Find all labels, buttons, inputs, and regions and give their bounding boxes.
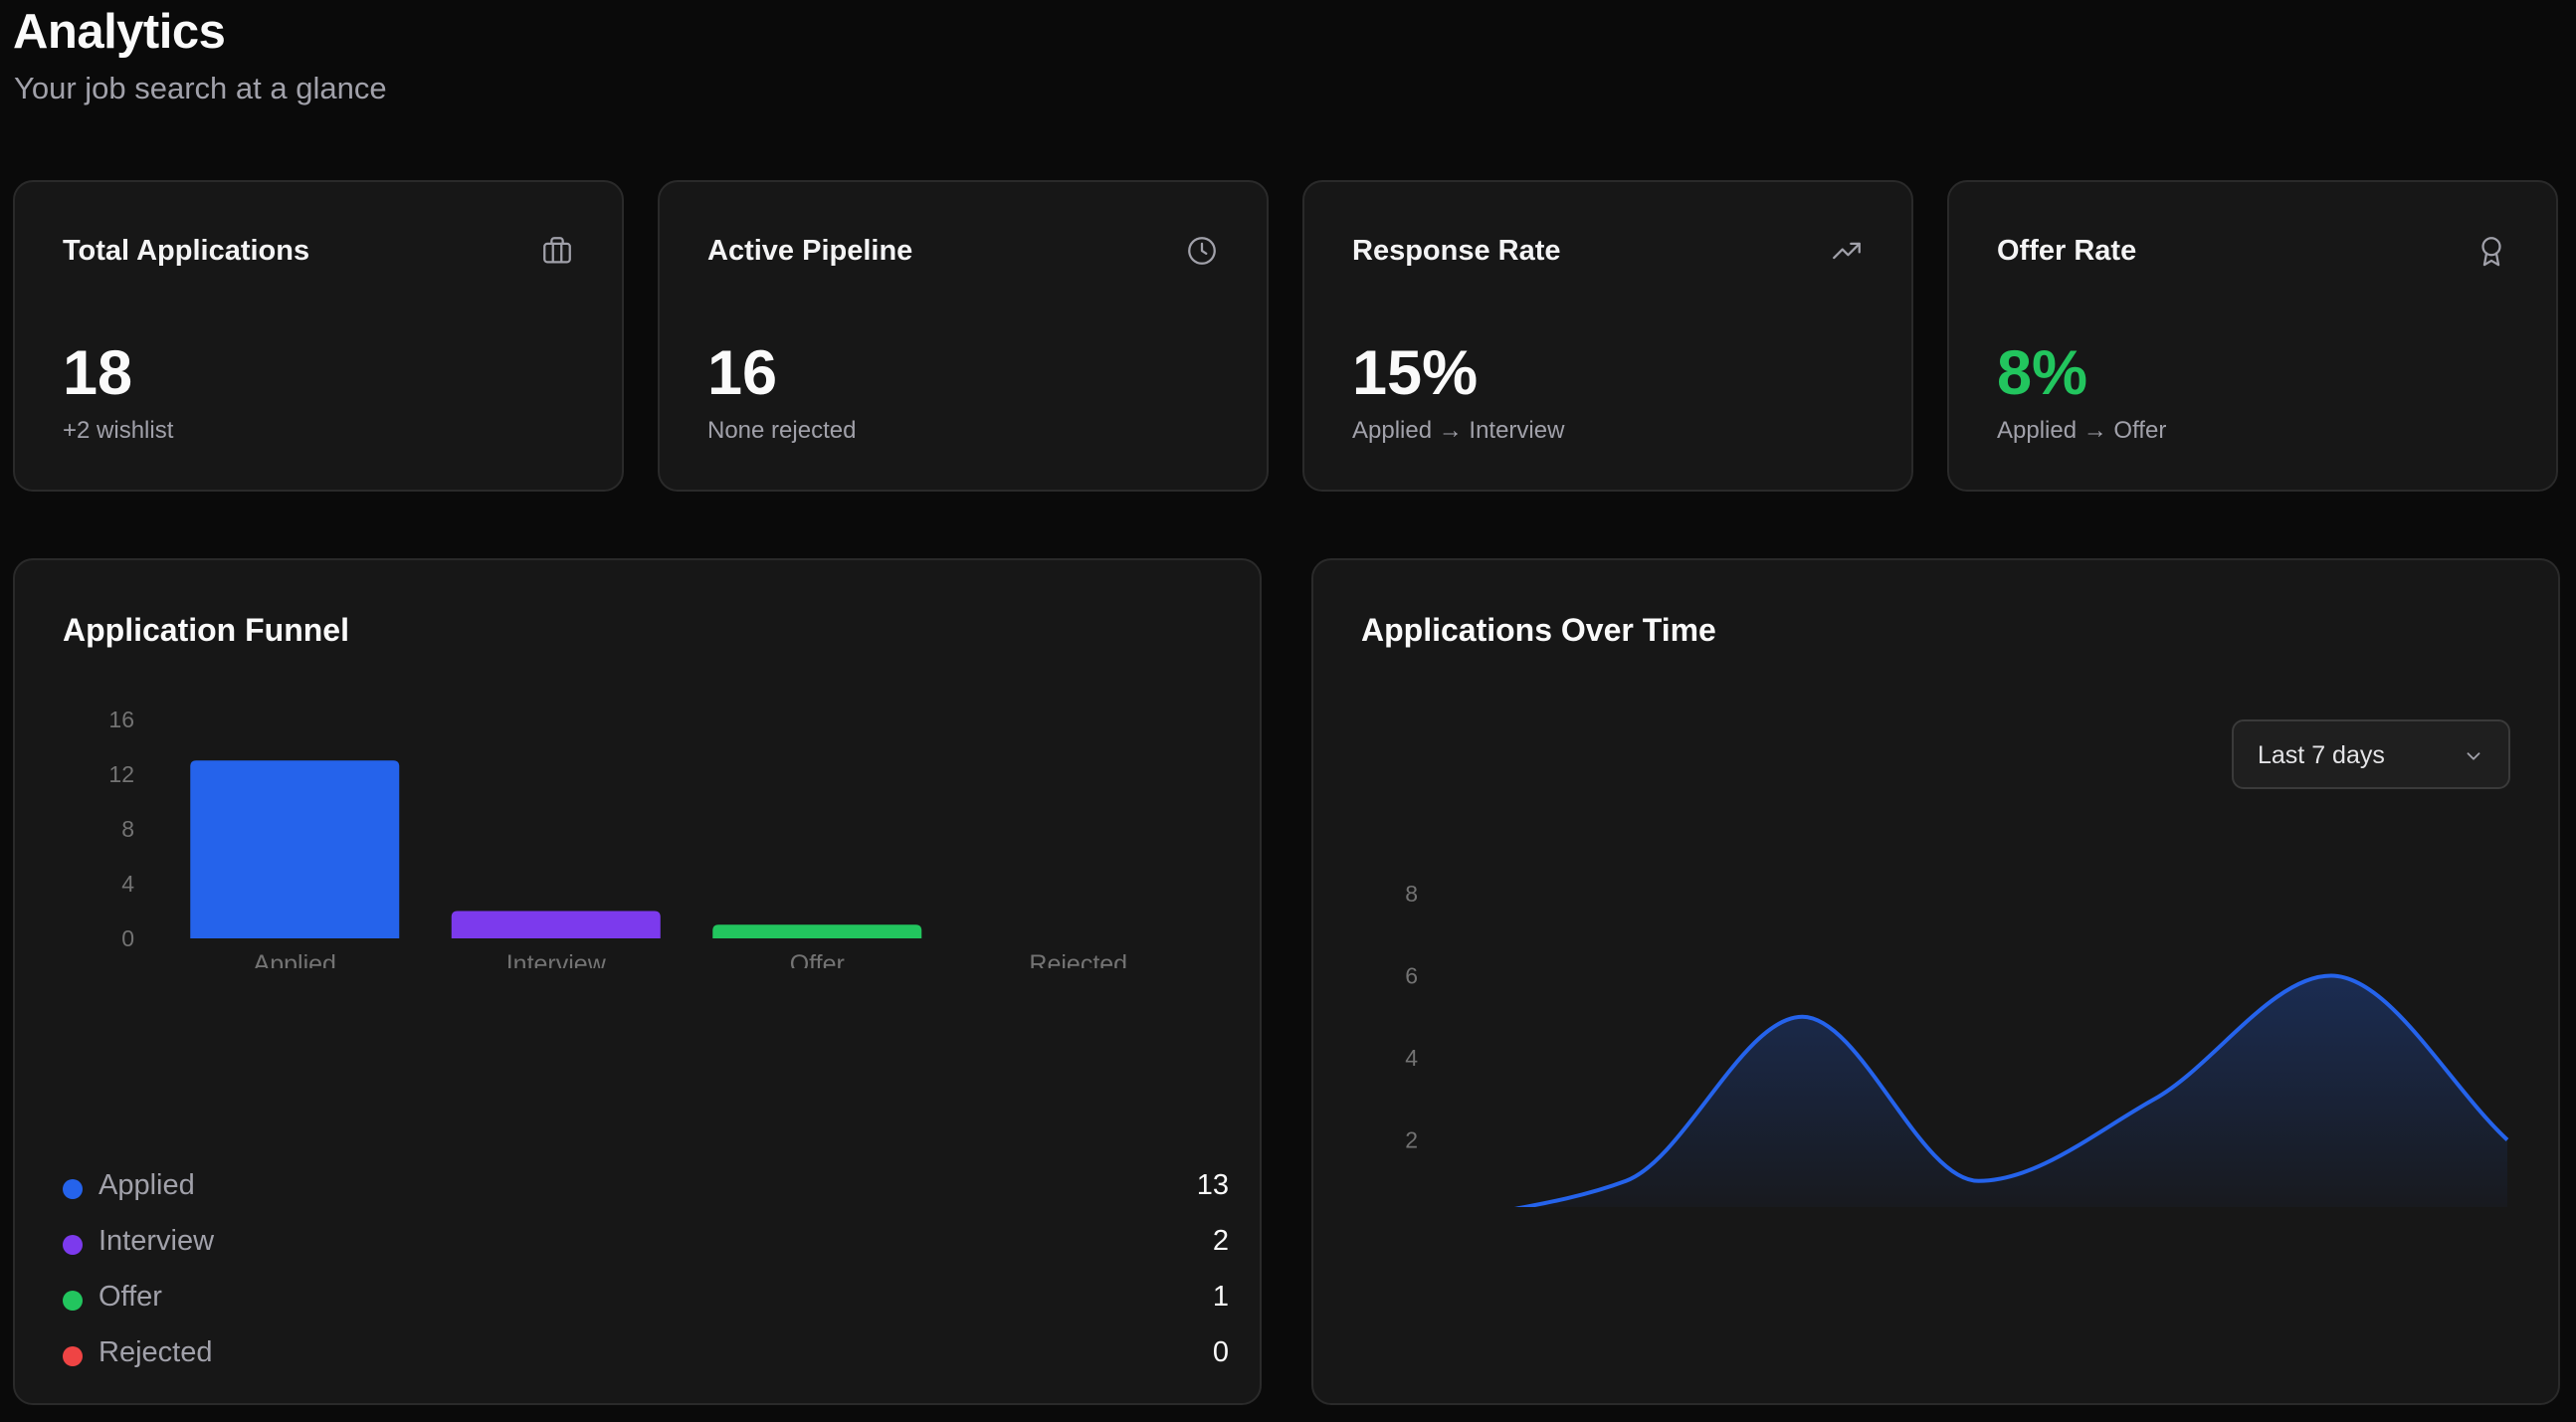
y-tick-label: 16 bbox=[108, 710, 134, 732]
series-line bbox=[1513, 973, 2509, 1207]
legend-dot bbox=[63, 1179, 83, 1199]
y-tick-label: 8 bbox=[121, 816, 134, 842]
bar-applied[interactable] bbox=[190, 760, 400, 938]
x-category-label: Offer bbox=[790, 950, 845, 968]
briefcase-icon bbox=[543, 237, 571, 264]
stat-title: Active Pipeline bbox=[707, 235, 913, 267]
funnel-bar-chart: 0 4 8 12 16 Applied Interview Offer Rejected bbox=[108, 710, 1127, 968]
legend-dot bbox=[63, 1235, 83, 1255]
legend-dot bbox=[63, 1346, 83, 1366]
stat-card-active-pipeline: Active Pipeline 16 None rejected bbox=[658, 180, 1269, 492]
legend-row-rejected: Rejected 0 bbox=[63, 1334, 1229, 1374]
application-funnel-panel: Application Funnel 0 4 8 12 16 Applied Intervi… bbox=[13, 558, 1262, 1405]
stat-subtext: Applied → Interview bbox=[1352, 417, 1565, 444]
legend-value: 13 bbox=[1196, 1169, 1229, 1201]
stat-value: 8% bbox=[1997, 338, 2088, 408]
date-range-label: Last 7 days bbox=[2258, 741, 2385, 769]
stat-value: 16 bbox=[707, 338, 778, 408]
legend-value: 2 bbox=[1212, 1225, 1229, 1257]
legend-value: 1 bbox=[1212, 1281, 1229, 1313]
award-icon bbox=[2481, 237, 2501, 267]
x-category-label: Interview bbox=[506, 950, 607, 968]
x-category-label: Rejected bbox=[1029, 950, 1127, 968]
stat-subtext: Applied → Offer bbox=[1997, 417, 2167, 444]
stat-title: Offer Rate bbox=[1997, 235, 2137, 267]
bar-offer[interactable] bbox=[712, 924, 922, 938]
stat-card-response-rate: Response Rate 15% Applied → Interview bbox=[1302, 180, 1913, 492]
date-range-select[interactable]: Last 7 days bbox=[2232, 719, 2510, 789]
bar-interview[interactable] bbox=[451, 911, 661, 939]
stat-subtext: +2 wishlist bbox=[63, 417, 174, 444]
legend-label: Rejected bbox=[99, 1336, 213, 1368]
timeline-area-chart: 02468Feb 21Feb 22Feb 23Feb 24Feb 25Feb 2… bbox=[1405, 881, 2509, 1207]
legend-label: Applied bbox=[99, 1169, 195, 1201]
legend-row-interview: Interview 2 bbox=[63, 1223, 1229, 1263]
page-subtitle: Your job search at a glance bbox=[14, 71, 387, 105]
legend-dot bbox=[63, 1291, 83, 1311]
y-tick-label: 4 bbox=[121, 871, 134, 897]
stat-value: 15% bbox=[1352, 338, 1479, 408]
page-title: Analytics bbox=[13, 5, 226, 59]
legend-value: 0 bbox=[1212, 1336, 1229, 1368]
stat-title: Response Rate bbox=[1352, 235, 1561, 267]
applications-over-time-panel: Applications Over Time Last 7 days 02468… bbox=[1311, 558, 2560, 1405]
y-tick-label: 8 bbox=[1405, 881, 1418, 907]
y-tick-label: 2 bbox=[1405, 1127, 1418, 1153]
trending-up-icon bbox=[1833, 242, 1861, 260]
stat-subtext: None rejected bbox=[707, 417, 857, 444]
legend-row-offer: Offer 1 bbox=[63, 1279, 1229, 1319]
legend-label: Offer bbox=[99, 1281, 162, 1313]
panel-title: Application Funnel bbox=[63, 612, 349, 648]
stat-title: Total Applications bbox=[63, 235, 310, 267]
y-tick-label: 4 bbox=[1405, 1045, 1418, 1071]
y-tick-label: 12 bbox=[108, 761, 134, 787]
clock-icon bbox=[1188, 237, 1216, 265]
y-tick-label: 6 bbox=[1405, 963, 1418, 989]
stat-value: 18 bbox=[63, 338, 133, 408]
y-tick-label: 0 bbox=[121, 925, 134, 951]
stat-card-offer-rate: Offer Rate 8% Applied → Offer bbox=[1947, 180, 2558, 492]
panel-title: Applications Over Time bbox=[1361, 612, 1716, 648]
x-category-label: Applied bbox=[254, 950, 336, 968]
area-fill bbox=[1524, 975, 2507, 1207]
legend-label: Interview bbox=[99, 1225, 215, 1257]
chevron-down-icon bbox=[2467, 752, 2480, 760]
stat-card-total-applications: Total Applications 18 +2 wishlist bbox=[13, 180, 624, 492]
legend-row-applied: Applied 13 bbox=[63, 1167, 1229, 1207]
